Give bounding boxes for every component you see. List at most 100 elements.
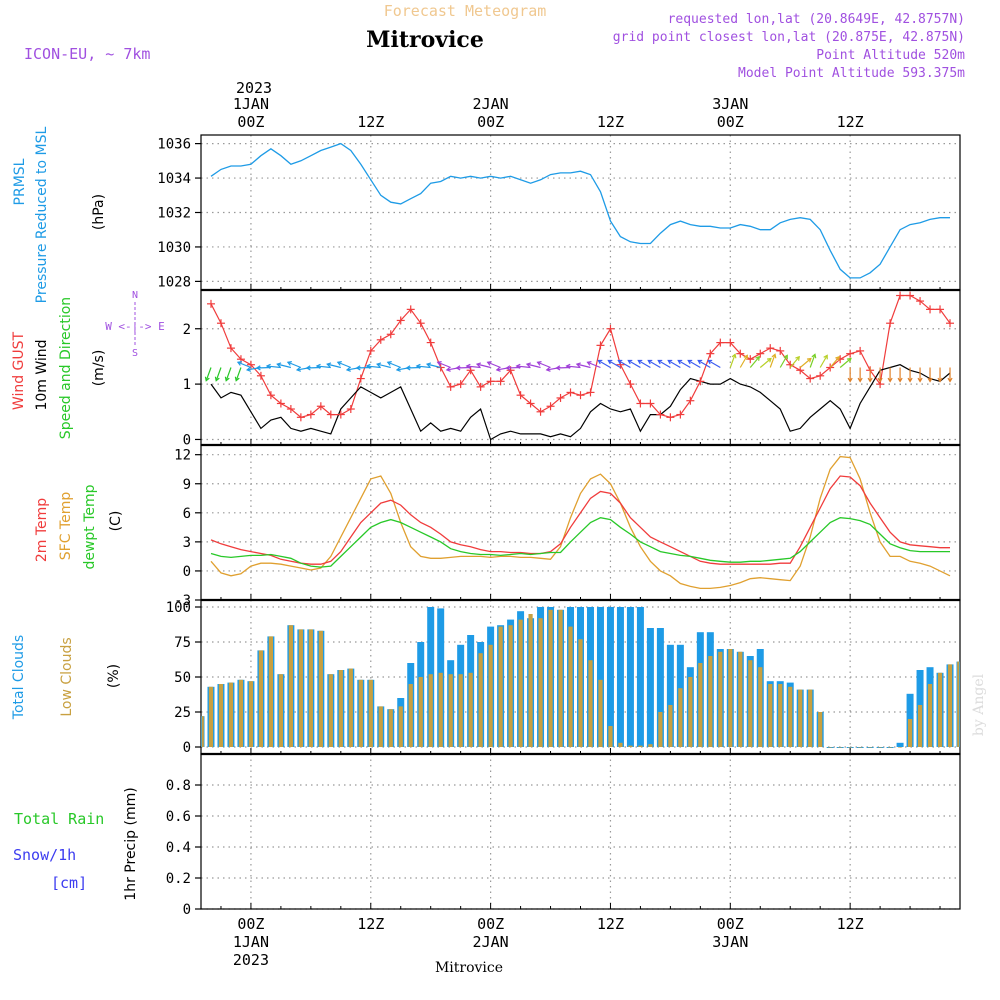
- wind-arrow: [627, 359, 641, 369]
- wind-arrow-head: [386, 361, 392, 366]
- low-cloud-bar: [848, 747, 853, 748]
- y-tick-label: 0.2: [166, 871, 191, 887]
- wind10m-line: [210, 364, 951, 441]
- model-name: ICON-EU, ~ 7km: [24, 45, 150, 63]
- wind-arrow-head: [355, 365, 361, 371]
- low-cloud-bar: [388, 709, 393, 747]
- wind-arrow-head: [265, 363, 271, 369]
- low-cloud-bar: [738, 651, 743, 747]
- wind-arrow-head: [505, 365, 511, 371]
- wind10m-label: 10m Wind: [34, 339, 50, 410]
- cloud-bars: [201, 607, 960, 748]
- wind-arrow-head: [607, 359, 613, 365]
- wind-arrow-head: [555, 365, 561, 371]
- sfc-label: SFC Temp: [58, 492, 74, 561]
- low-cloud-bar: [268, 636, 274, 747]
- bottom-hour-label: 12Z: [597, 915, 624, 933]
- y-tick-label: 0.6: [166, 809, 191, 825]
- wind-arrow-head: [345, 366, 351, 372]
- low-cloud-bar: [758, 667, 763, 747]
- low-cloud-bar: [887, 747, 893, 748]
- wind-arrow: [618, 359, 631, 369]
- wind-arrow: [749, 356, 760, 368]
- wind-arrow: [225, 367, 232, 381]
- wind-arrow-head: [495, 366, 501, 372]
- low-cloud-bar: [288, 625, 293, 747]
- wind-arrow: [739, 355, 748, 368]
- wind-arrow-head: [697, 359, 703, 365]
- wind-arrow: [799, 358, 812, 368]
- low-cloud-bar: [358, 679, 363, 747]
- top-date-label: 1JAN: [233, 95, 269, 113]
- y-tick-label: 75: [174, 635, 191, 651]
- wind-arrow-head: [224, 376, 230, 382]
- low-cloud-bar: [201, 716, 204, 747]
- dew-label: dewpt Temp: [82, 484, 98, 569]
- wind-arrow-head: [405, 365, 411, 371]
- wind-dir-label: Speed and Direction: [58, 297, 74, 439]
- pressure-label-1: PRMSL: [12, 158, 28, 205]
- total-cloud-label: Total Clouds: [11, 635, 27, 720]
- low-cloud-bar: [418, 677, 423, 747]
- top-hour-label: 12Z: [357, 113, 384, 131]
- wind-arrow-head: [245, 366, 252, 372]
- compass-s: S: [132, 348, 138, 359]
- top-hour-label: 00Z: [237, 113, 264, 131]
- low-cloud-bar: [228, 682, 234, 747]
- wind-arrow: [657, 359, 671, 369]
- low-cloud-bar: [238, 679, 244, 747]
- y-tick-label: 50: [174, 670, 191, 686]
- total-cloud-bar: [616, 607, 624, 747]
- low-cloud-bar: [348, 668, 353, 747]
- pressure-unit: (hPa): [91, 194, 107, 230]
- wind-arrow-head: [234, 376, 240, 382]
- wind-arrow-head: [927, 377, 933, 383]
- low-cloud-bar: [937, 672, 943, 747]
- bottom-hour-label: 00Z: [477, 915, 504, 933]
- low-cloud-bar: [947, 664, 953, 747]
- wind-arrow: [235, 367, 242, 381]
- y-tick-label: 9: [183, 477, 191, 493]
- y-tick-label: 25: [174, 705, 191, 721]
- low-cloud-bar: [478, 653, 483, 747]
- top-year-label: 2023: [236, 79, 272, 97]
- wind-arrow: [266, 365, 281, 369]
- top-hour-label: 00Z: [477, 113, 504, 131]
- low-cloud-bar: [558, 609, 563, 747]
- wind-arrow-head: [295, 366, 302, 372]
- wind-arrow-head: [545, 366, 551, 372]
- low-cloud-bar: [818, 712, 823, 747]
- wind-arrow: [487, 361, 501, 369]
- wind-arrow-head: [515, 363, 521, 369]
- low-cloud-bar: [598, 679, 603, 747]
- low-cloud-bar: [308, 629, 313, 747]
- panel-frame: [200, 444, 961, 601]
- total-cloud-bar: [666, 644, 674, 747]
- wind-arrow: [237, 361, 252, 369]
- wind-arrow-head: [276, 362, 282, 368]
- footer-station-name: Mitrovice: [435, 960, 503, 976]
- bottom-year-label: 2023: [233, 951, 269, 969]
- wind-arrow-head: [755, 355, 761, 361]
- bottom-date-label: 3JAN: [712, 933, 748, 951]
- low-cloud-bar: [338, 670, 343, 747]
- low-cloud-bar: [438, 672, 443, 747]
- wind-arrow-head: [415, 363, 421, 369]
- low-cloud-bar: [248, 681, 254, 747]
- wind-arrow-head: [847, 377, 853, 383]
- low-cloud-bar: [648, 744, 653, 747]
- low-cloud-bar: [318, 630, 323, 747]
- low-cloud-bar: [208, 686, 214, 747]
- wind-arrow-head: [687, 359, 693, 365]
- low-cloud-bar: [957, 661, 960, 747]
- low-cloud-bar: [778, 684, 783, 747]
- wind-arrow-head: [236, 361, 242, 366]
- total-cloud-bar: [626, 607, 634, 747]
- t2m-label: 2m Temp: [34, 498, 50, 562]
- wind-arrow-head: [887, 377, 893, 383]
- wind-arrow-head: [677, 359, 683, 365]
- low-cloud-bar: [378, 706, 383, 747]
- wind-arrow: [637, 359, 651, 369]
- wind-arrow: [608, 359, 621, 369]
